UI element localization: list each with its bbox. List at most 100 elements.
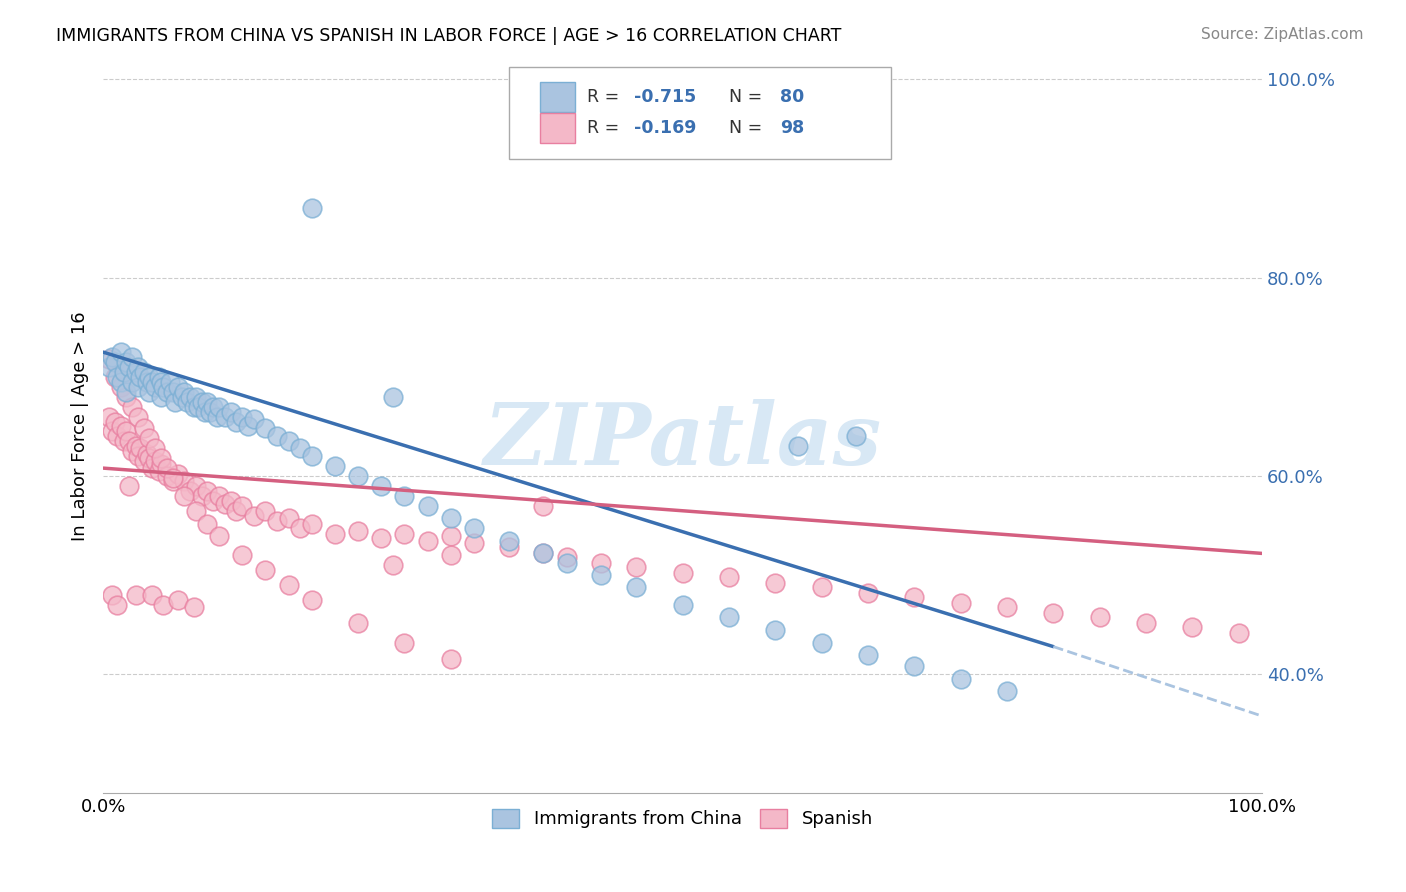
Point (949, 596, 972, 610)
Point (110, 419, 132, 434)
Point (121, 444, 143, 458)
Point (156, 469, 179, 483)
Text: Source: ZipAtlas.com: Source: ZipAtlas.com (1201, 27, 1364, 42)
Point (124, 439, 146, 453)
Point (167, 380, 190, 394)
Point (498, 533, 520, 548)
Text: 80: 80 (780, 88, 804, 106)
Point (143, 454, 166, 468)
Point (624, 580, 647, 594)
Point (197, 516, 219, 531)
Point (143, 442, 166, 456)
Point (129, 442, 152, 456)
Point (381, 558, 404, 573)
Point (105, 370, 128, 384)
Point (162, 471, 184, 485)
Point (903, 659, 925, 673)
Point (150, 457, 173, 471)
Point (225, 415, 247, 429)
Point (208, 528, 231, 542)
Point (124, 588, 146, 602)
Point (184, 479, 207, 493)
Point (533, 546, 555, 560)
Point (136, 375, 159, 389)
Point (347, 469, 370, 483)
Point (624, 560, 647, 574)
Point (110, 375, 132, 389)
Point (152, 380, 174, 394)
Point (288, 442, 311, 456)
Point (121, 375, 143, 389)
FancyBboxPatch shape (540, 113, 575, 143)
Point (533, 499, 555, 513)
Point (440, 510, 463, 524)
Point (1181, 620, 1204, 634)
Point (254, 563, 277, 577)
Point (117, 434, 139, 449)
Point (143, 380, 166, 394)
Point (277, 510, 299, 524)
Text: -0.715: -0.715 (634, 88, 696, 106)
Point (416, 533, 439, 548)
Point (394, 489, 416, 503)
Point (763, 576, 786, 591)
Point (173, 474, 195, 488)
Text: R =: R = (588, 88, 626, 106)
Point (555, 557, 578, 571)
FancyBboxPatch shape (540, 82, 575, 112)
Point (845, 429, 868, 443)
Point (187, 400, 209, 414)
FancyBboxPatch shape (509, 67, 891, 159)
Text: IMMIGRANTS FROM CHINA VS SPANISH IN LABOR FORCE | AGE > 16 CORRELATION CHART: IMMIGRANTS FROM CHINA VS SPANISH IN LABO… (56, 27, 842, 45)
Point (156, 461, 179, 475)
Point (115, 384, 138, 399)
Point (214, 497, 236, 511)
Point (112, 365, 135, 379)
Point (132, 454, 155, 468)
Point (208, 489, 231, 503)
Point (127, 380, 149, 394)
Point (176, 394, 198, 409)
Point (591, 568, 613, 582)
Point (112, 434, 135, 449)
Text: 98: 98 (780, 119, 804, 136)
Point (184, 504, 207, 518)
Point (1135, 615, 1157, 630)
Legend: Immigrants from China, Spanish: Immigrants from China, Spanish (485, 802, 880, 836)
Point (810, 635, 832, 649)
Point (219, 404, 242, 418)
Point (101, 588, 124, 602)
Point (173, 489, 195, 503)
Point (219, 493, 242, 508)
Point (190, 489, 212, 503)
Point (194, 404, 217, 418)
Point (671, 598, 693, 612)
Point (105, 598, 128, 612)
Point (167, 467, 190, 481)
Point (856, 586, 879, 600)
Point (463, 520, 485, 534)
Point (301, 516, 323, 531)
Point (555, 550, 578, 565)
Point (277, 434, 299, 449)
Point (162, 474, 184, 488)
Point (97, 359, 120, 374)
Point (242, 411, 264, 425)
Point (121, 350, 143, 364)
Point (381, 390, 404, 404)
Point (97, 352, 120, 367)
Point (115, 390, 138, 404)
Text: N =: N = (718, 88, 768, 106)
Point (394, 635, 416, 649)
Point (591, 557, 613, 571)
Point (995, 684, 1018, 698)
Point (323, 459, 346, 474)
Point (110, 345, 132, 359)
Point (1088, 610, 1111, 624)
Point (763, 623, 786, 637)
Point (117, 479, 139, 493)
Point (141, 375, 163, 389)
Point (810, 580, 832, 594)
Point (110, 380, 132, 394)
Point (138, 384, 160, 399)
